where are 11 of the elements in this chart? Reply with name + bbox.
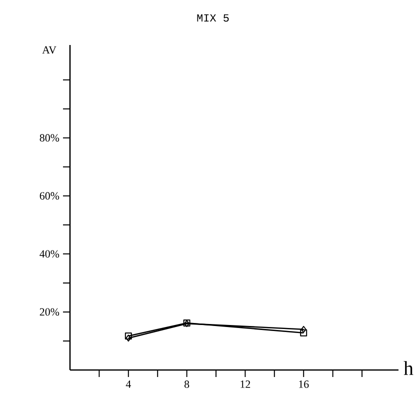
x-tick-label: 12 [240,380,250,388]
x-tick-label: 8 [184,380,190,388]
x-axis-title: h [404,361,414,375]
x-tick-label: 16 [299,380,309,388]
y-tick-label: 60% [40,192,60,200]
chart-title: MIX 5 [197,14,229,22]
y-tick-label: 80% [40,134,60,142]
y-axis-title: AV [42,46,56,54]
x-tick-label: 4 [126,380,131,388]
y-tick-label: 20% [40,308,60,316]
y-tick-label: 40% [40,250,60,258]
